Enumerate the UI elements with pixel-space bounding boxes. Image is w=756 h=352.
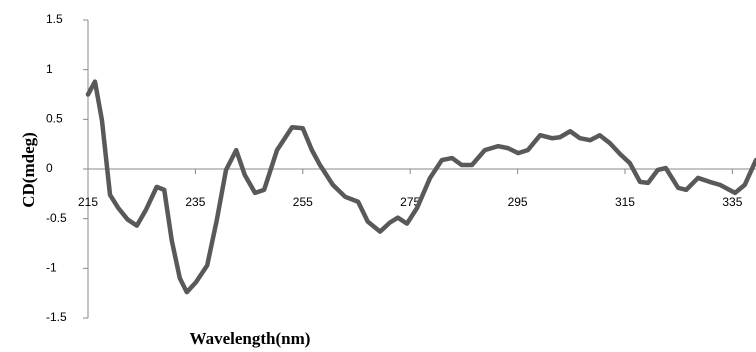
x-tick-label: 215 xyxy=(78,195,98,209)
y-tick-label: 1 xyxy=(46,62,53,76)
x-tick-label: 315 xyxy=(615,195,635,209)
data-line xyxy=(85,79,756,295)
y-tick-label: 0 xyxy=(46,161,53,175)
x-tick-label: 335 xyxy=(722,195,742,209)
y-tick-label: 0.5 xyxy=(46,112,63,126)
y-tick-label: -1.5 xyxy=(46,310,67,324)
y-tick-label: 1.5 xyxy=(46,12,63,26)
y-tick-label: -1 xyxy=(46,261,57,275)
y-tick-label: -0.5 xyxy=(46,211,67,225)
x-tick-label: 275 xyxy=(400,195,420,209)
x-tick-label: 255 xyxy=(293,195,313,209)
x-axis-title: Wavelength(nm) xyxy=(190,329,311,348)
y-axis-title: CD(mdeg) xyxy=(19,132,38,208)
x-tick-label: 235 xyxy=(185,195,205,209)
x-tick-label: 295 xyxy=(508,195,528,209)
